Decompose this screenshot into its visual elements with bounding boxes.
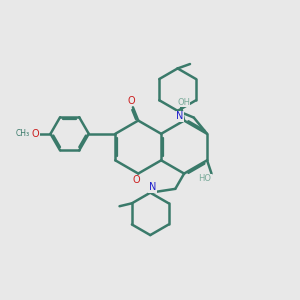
Text: N: N	[176, 111, 184, 121]
Text: O: O	[128, 96, 135, 106]
Text: HO: HO	[199, 174, 212, 183]
Text: CH₃: CH₃	[16, 129, 30, 138]
Text: N: N	[149, 182, 156, 192]
Text: O: O	[32, 129, 39, 139]
Text: O: O	[132, 175, 140, 185]
Text: OH: OH	[177, 98, 190, 106]
